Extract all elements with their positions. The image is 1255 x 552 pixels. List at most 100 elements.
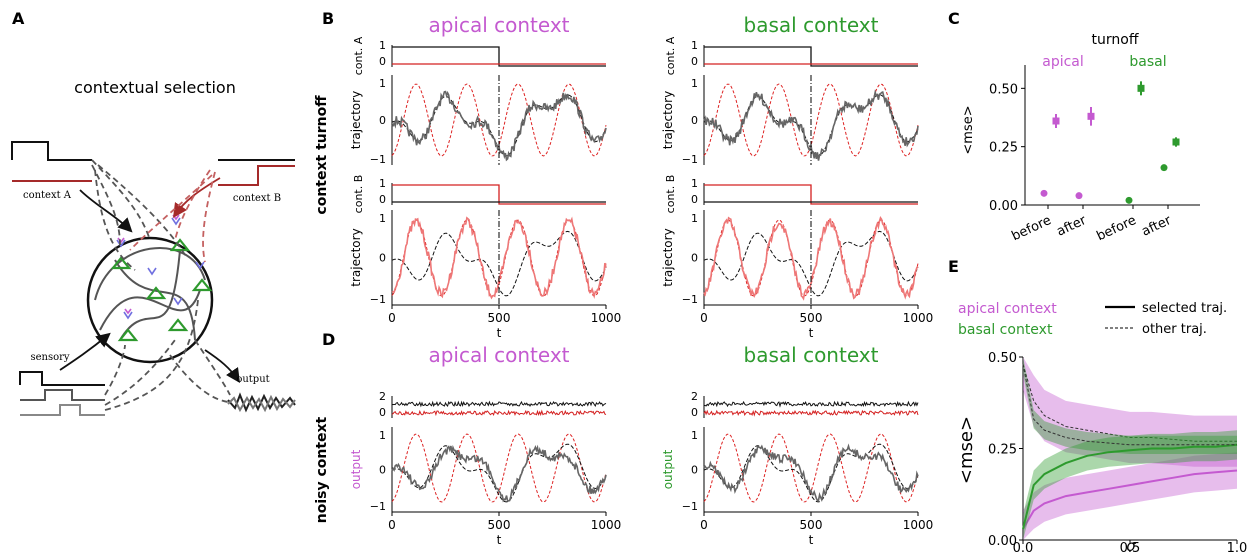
panel-e-band	[1023, 430, 1237, 540]
panel-c-point	[1137, 84, 1145, 92]
basal-cont-a-black	[704, 46, 918, 67]
basal-t1-traj-ytick: 0	[691, 114, 698, 127]
basal-t1-traj-ytick: 1	[691, 77, 698, 90]
panel-b-apical-title: apical context	[428, 13, 569, 37]
panel-e-line	[1022, 443, 1238, 530]
d-apical-xlabel: t	[497, 533, 502, 547]
apical-a-ctx-ylabel: cont. A	[352, 36, 365, 75]
apical-t1-traj-ytick: 0	[379, 114, 386, 127]
basal-t2-traj-ylabel: trajectory	[661, 228, 675, 286]
apical-b-ctx-ytick: 1	[379, 177, 386, 190]
d-apical-noise-ctx-1	[391, 400, 607, 408]
d-apical-ctx-ytick: 2	[379, 390, 386, 403]
panel-b-basal-title: basal context	[744, 13, 879, 37]
panel-b-row-label: context turnoff	[314, 95, 330, 215]
panel-c-xtick: before	[1094, 213, 1138, 244]
panel-e-legend-other: other traj.	[1142, 322, 1207, 337]
apical-cont-b-red	[392, 184, 606, 205]
basal-cont-b-red	[704, 184, 918, 205]
d-basal-traj-ytick: 0	[691, 464, 698, 477]
panel-a-diagram: contextual selection context A context B	[11, 78, 296, 416]
basal-t2-xtick: 1000	[903, 311, 934, 325]
basal-a-ctx-ylabel: cont. A	[664, 36, 677, 75]
panel-c-xtick: before	[1009, 213, 1053, 244]
panel-e-ylabel: <mse>	[956, 416, 977, 484]
d-basal-black	[703, 443, 919, 503]
apical-a-ctx-ytick: 0	[379, 55, 386, 68]
d-basal-noise-ctx-1	[703, 400, 919, 408]
d-apical-noise-ctx-2	[391, 409, 607, 417]
d-apical-ctx-ytick: 0	[379, 406, 386, 419]
panel-c-ylabel: <mse>	[961, 105, 976, 154]
panel-e-xtick: 0.0	[1013, 541, 1034, 552]
d-apical-xtick: 500	[488, 518, 511, 532]
panel-c-point	[1160, 164, 1168, 172]
panel-e-line	[1022, 364, 1237, 446]
panel-c-point	[1040, 189, 1048, 197]
panel-c-ytick: 0.00	[989, 199, 1018, 214]
basal-t1-traj-ylabel: trajectory	[661, 91, 675, 149]
panel-e-line	[1022, 469, 1238, 530]
panel-e-band	[1023, 452, 1237, 540]
basal-a-ctx-ytick: 1	[691, 39, 698, 52]
apical-t1-traj-ytick: 1	[379, 77, 386, 90]
d-basal-title: basal context	[744, 343, 879, 367]
panel-c-xtick: after	[1139, 213, 1174, 240]
basal-t2-xtick: 0	[700, 311, 708, 325]
panel-e-legend-apical: apical context	[958, 301, 1057, 317]
d-apical-black	[391, 443, 607, 503]
d-basal-traj-ytick: 1	[691, 429, 698, 442]
apical-t2-xtick: 500	[488, 311, 511, 325]
basal-b-ctx-ytick: 0	[691, 193, 698, 206]
basal-t2-traj-ytick: 0	[691, 252, 698, 265]
apical-t1-traj-ylabel: trajectory	[349, 91, 363, 149]
panel-e-chart: apical context basal context selected traj…	[956, 301, 1247, 552]
d-basal-xlabel: t	[809, 533, 814, 547]
sensory-label: sensory	[30, 352, 69, 363]
apical-b-ctx-ylabel: cont. B	[352, 175, 365, 214]
context-b-label: context B	[233, 193, 281, 204]
panel-a-title: contextual selection	[74, 78, 236, 97]
d-basal-xtick: 0	[700, 518, 708, 532]
basal-t2-xlabel: t	[809, 326, 814, 340]
panel-e-ytick: 0.50	[988, 351, 1017, 366]
d-apical-title: apical context	[428, 343, 569, 367]
basal-b-ctx-ylabel: cont. B	[664, 175, 677, 214]
apical-t2-xtick: 1000	[591, 311, 622, 325]
panel-c-ytick: 0.50	[989, 82, 1018, 97]
panel-c-point	[1125, 196, 1133, 204]
d-basal-xtick: 500	[800, 518, 823, 532]
panel-letter-e: E	[948, 257, 959, 276]
basal-t2-traj-ytick: −1	[682, 293, 698, 306]
basal-t1-red	[703, 83, 919, 157]
apical-t1-red	[391, 83, 607, 157]
d-basal-ctx-ytick: 0	[691, 406, 698, 419]
d-apical-xtick: 1000	[591, 518, 622, 532]
panel-c-point	[1172, 138, 1180, 146]
apical-t1-traj-ytick: −1	[370, 153, 386, 166]
d-basal-red	[703, 433, 919, 503]
d-basal-noise-ctx-2	[703, 409, 919, 417]
apical-t2-traj-ytick: 0	[379, 252, 386, 265]
panel-c-title: turnoff	[1092, 32, 1139, 48]
d-basal-traj-ytick: −1	[682, 500, 698, 513]
panel-e-xlabel: σ	[1126, 537, 1136, 552]
panel-letter-d: D	[322, 330, 335, 349]
panel-e-ytick: 0.25	[988, 443, 1017, 458]
apical-cont-a-black	[392, 46, 606, 67]
apical-t2-traj-ytick: −1	[370, 293, 386, 306]
panel-c-chart: turnoff apical basal 0.50 0.25 0.00 <mse> befor…	[961, 32, 1200, 244]
basal-t2-xtick: 500	[800, 311, 823, 325]
d-basal-xtick: 1000	[903, 518, 934, 532]
panel-letter-a: A	[12, 9, 25, 28]
apical-t2-xlabel: t	[497, 326, 502, 340]
d-basal-ctx-ytick: 2	[691, 390, 698, 403]
basal-t2-traj	[703, 216, 919, 301]
basal-t2-traj-ytick: 1	[691, 212, 698, 225]
panel-e-band	[1023, 357, 1237, 454]
panel-e-xtick: 0.5	[1120, 541, 1141, 552]
apical-b-ctx-ytick: 0	[379, 193, 386, 206]
d-apical-traj-ytick: 0	[379, 464, 386, 477]
